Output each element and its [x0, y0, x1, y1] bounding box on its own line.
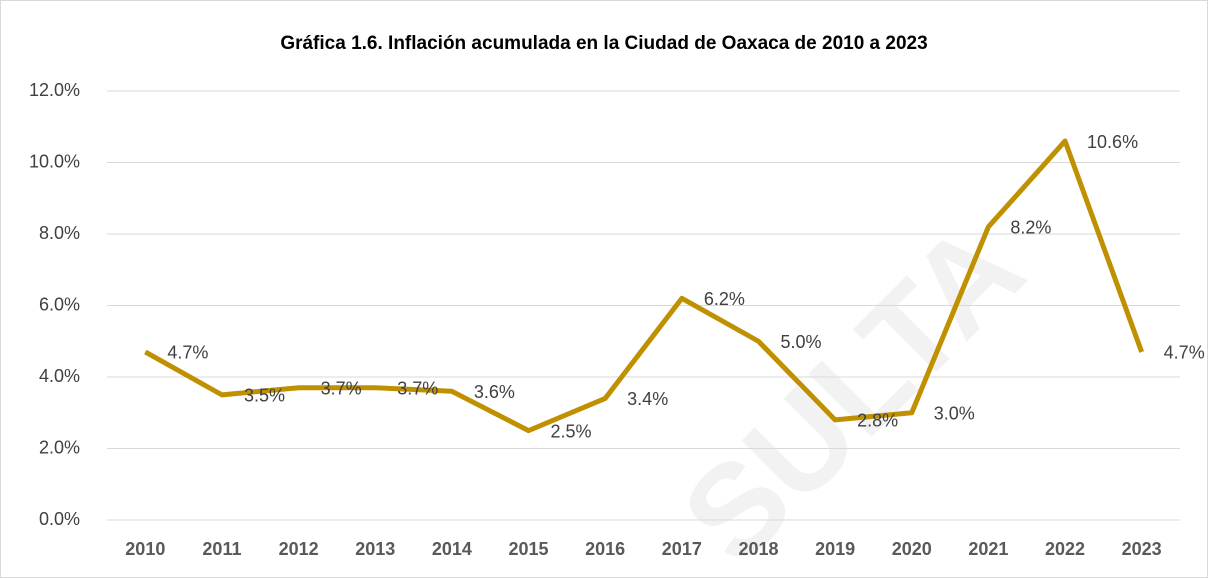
- x-tick-label: 2023: [1122, 539, 1162, 559]
- x-tick-label: 2011: [202, 539, 241, 559]
- y-tick-label: 0.0%: [39, 509, 80, 529]
- data-label: 8.2%: [1010, 218, 1051, 238]
- data-label: 4.7%: [1164, 343, 1205, 363]
- data-label: 2.5%: [551, 421, 592, 441]
- x-tick-label: 2021: [968, 539, 1008, 559]
- x-tick-label: 2018: [738, 539, 778, 559]
- x-tick-label: 2017: [662, 539, 702, 559]
- data-label: 10.6%: [1087, 132, 1138, 152]
- data-label: 3.7%: [397, 378, 438, 398]
- x-tick-label: 2019: [815, 539, 855, 559]
- data-label: 4.7%: [167, 343, 208, 363]
- x-tick-label: 2010: [125, 539, 165, 559]
- y-tick-label: 4.0%: [39, 366, 80, 386]
- data-label: 5.0%: [780, 332, 821, 352]
- y-tick-label: 6.0%: [39, 294, 80, 314]
- data-label: 3.7%: [321, 378, 362, 398]
- data-label: 6.2%: [704, 289, 745, 309]
- x-tick-label: 2012: [279, 539, 319, 559]
- x-tick-label: 2015: [509, 539, 549, 559]
- data-label: 3.6%: [474, 382, 515, 402]
- data-label: 3.0%: [934, 404, 975, 424]
- data-label: 3.5%: [244, 386, 285, 406]
- chart-title: Gráfica 1.6. Inflación acumulada en la C…: [280, 33, 927, 54]
- x-tick-label: 2020: [892, 539, 932, 559]
- y-tick-label: 2.0%: [39, 437, 80, 457]
- x-tick-label: 2014: [432, 539, 472, 559]
- data-label: 3.4%: [627, 389, 668, 409]
- y-tick-label: 10.0%: [29, 151, 80, 171]
- line: [144, 138, 1145, 434]
- data-label: 2.8%: [857, 411, 898, 431]
- y-tick-label: 12.0%: [29, 80, 80, 100]
- x-tick-label: 2016: [585, 539, 625, 559]
- x-tick-label: 2013: [355, 539, 395, 559]
- y-tick-label: 8.0%: [39, 223, 80, 243]
- x-tick-label: 2022: [1045, 539, 1085, 559]
